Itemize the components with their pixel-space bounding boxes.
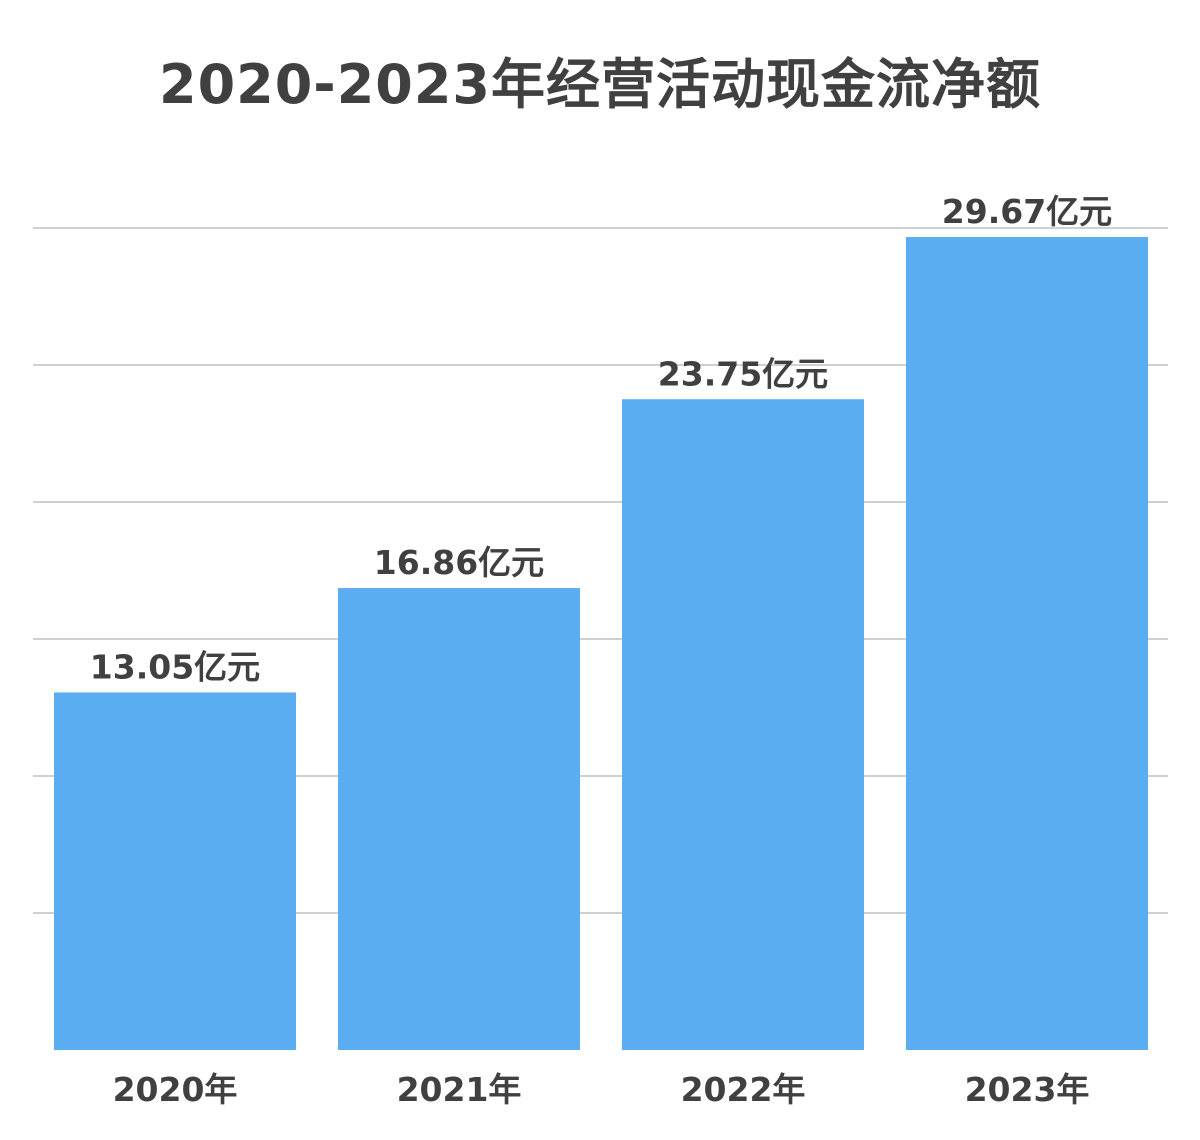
x-tick-label-2: 2022年 <box>681 1070 806 1109</box>
bar-0 <box>54 692 296 1050</box>
data-labels: 13.05亿元 16.86亿元 23.75亿元 29.67亿元 <box>90 192 1112 686</box>
data-label-3: 29.67亿元 <box>942 192 1112 231</box>
bars <box>54 237 1148 1051</box>
bar-1 <box>338 588 580 1050</box>
data-label-0: 13.05亿元 <box>90 647 260 686</box>
chart-title: 2020-2023年经营活动现金流净额 <box>159 53 1041 116</box>
x-tick-label-3: 2023年 <box>965 1070 1090 1109</box>
bar-2 <box>622 399 864 1050</box>
data-label-1: 16.86亿元 <box>374 543 544 582</box>
x-axis-ticks: 2020年 2021年 2022年 2023年 <box>113 1070 1090 1109</box>
data-label-2: 23.75亿元 <box>658 354 828 393</box>
x-tick-label-1: 2021年 <box>397 1070 522 1109</box>
x-tick-label-0: 2020年 <box>113 1070 238 1109</box>
bar-3 <box>906 237 1148 1051</box>
